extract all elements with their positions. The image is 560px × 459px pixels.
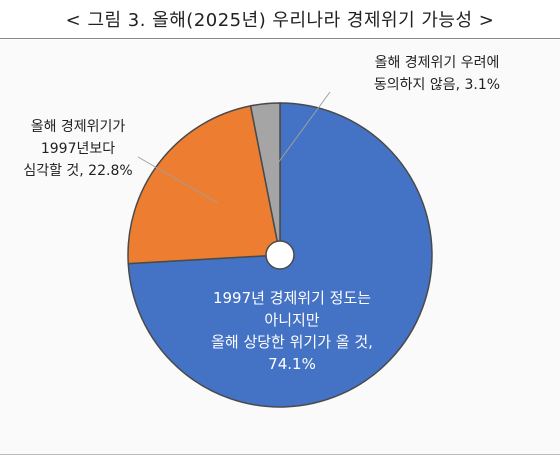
bottom-divider [0, 454, 560, 455]
center-hole [265, 240, 295, 270]
chart-title-bar: < 그림 3. 올해(2025년) 우리나라 경제위기 가능성 > [0, 0, 560, 38]
slice-label-line: 올해 상당한 위기가 올 것, [211, 333, 373, 351]
slice-label-line: 동의하지 않음, 3.1% [374, 77, 500, 93]
slice-label-line: 올해 경제위기가 [31, 119, 126, 135]
slice-label-line: 심각할 것, 22.8% [23, 163, 132, 179]
slice-gray [249, 102, 281, 256]
chart-title: < 그림 3. 올해(2025년) 우리나라 경제위기 가능성 > [65, 10, 495, 31]
slice-label-line: 1997년보다 [41, 141, 115, 157]
title-divider [0, 38, 560, 39]
slice-label-line: 아니지만 [264, 311, 319, 329]
slice-label-line: 1997년 경제위기 정도는 [213, 289, 371, 307]
leader-line-orange [137, 156, 219, 204]
slice-orange [127, 104, 281, 265]
leader-line-gray [277, 91, 331, 164]
slice-label-line: 올해 경제위기 우려에 [375, 55, 500, 71]
slice-label-line: 74.1% [268, 355, 316, 373]
leader-lines [137, 91, 331, 204]
